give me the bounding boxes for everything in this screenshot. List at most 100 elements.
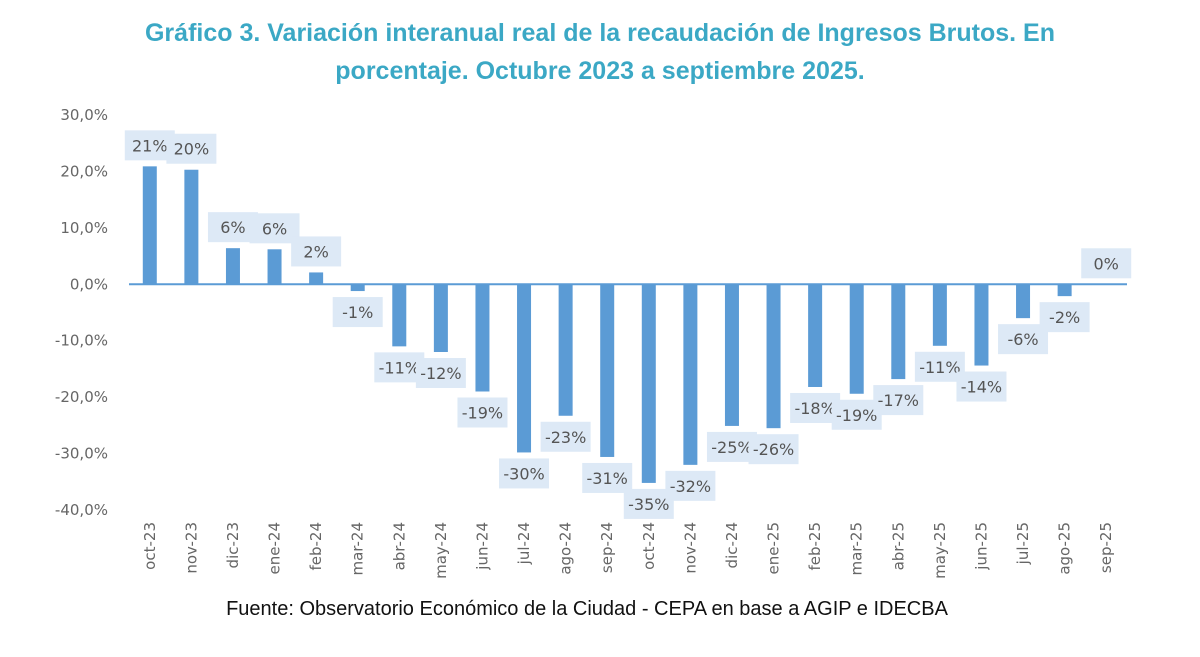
chart-title-line-2: porcentaje. Octubre 2023 a septiembre 20…: [335, 57, 865, 85]
data-label-background: [956, 371, 1007, 402]
x-tick-label: feb-24: [307, 522, 325, 571]
bar: [724, 284, 739, 426]
x-tick-label: feb-25: [806, 522, 824, 571]
data-label-text: -11%: [919, 358, 960, 377]
data-label-background: [582, 462, 633, 493]
x-tick-label: oct-23: [141, 522, 159, 570]
data-label: -23%: [540, 421, 591, 452]
data-label-text: -31%: [587, 469, 628, 488]
bar: [1057, 284, 1072, 297]
data-label: -35%: [623, 488, 674, 519]
data-label-text: -18%: [794, 399, 835, 418]
x-tick-label: dic-24: [723, 522, 741, 568]
bar: [433, 284, 448, 352]
data-label-text: 20%: [174, 140, 210, 159]
data-label-background: [540, 421, 591, 452]
data-label: -1%: [332, 297, 383, 328]
bar: [142, 166, 157, 285]
x-tick-label: ago-25: [1056, 522, 1074, 575]
data-label: 20%: [166, 133, 217, 164]
x-tick-label: dic-23: [224, 522, 242, 568]
y-tick-label: 10,0%: [60, 219, 108, 237]
data-label-text: 6%: [262, 219, 287, 238]
data-label-text: -23%: [545, 428, 586, 447]
bar: [932, 284, 947, 346]
data-label: -31%: [582, 462, 633, 493]
data-label-text: -6%: [1007, 330, 1038, 349]
bar: [350, 284, 365, 292]
x-tick-label: jul-25: [1014, 522, 1032, 565]
x-tick-label: jul-24: [515, 522, 533, 565]
x-tick-label: sep-24: [598, 522, 616, 573]
y-tick-label: 30,0%: [60, 106, 108, 124]
data-label-background: [873, 385, 924, 416]
data-label-background: [291, 236, 342, 267]
x-tick-label: jun-24: [473, 522, 491, 571]
x-tick-label: nov-23: [182, 522, 200, 574]
x-tick-label: ene-24: [266, 522, 284, 574]
bar: [849, 284, 864, 394]
data-labels: 21% 20%6% 6%2%-1%-11% -12%-19%-30%-23%-31%-…: [124, 130, 1132, 519]
data-label: -30%: [499, 458, 550, 489]
x-tick-label: oct-24: [640, 522, 658, 570]
data-label: 0%: [1081, 248, 1132, 279]
data-label-text: -32%: [670, 477, 711, 496]
data-label-text: -19%: [462, 404, 503, 423]
x-tick-label: jun-25: [972, 522, 990, 571]
data-label-text: -17%: [878, 391, 919, 410]
bar: [392, 284, 407, 347]
bar: [683, 284, 698, 465]
bar: [267, 249, 282, 285]
data-label: -14%: [956, 371, 1007, 402]
bar: [600, 284, 615, 457]
chart-title-line-1: Gráfico 3. Variación interanual real de …: [144, 19, 1056, 47]
data-label-background: [332, 297, 383, 328]
x-tick-label: ago-24: [557, 522, 575, 575]
data-label-text: -14%: [961, 378, 1002, 397]
data-label-text: -19%: [836, 406, 877, 425]
y-tick-label: -40,0%: [55, 501, 108, 519]
x-tick-label: mar-24: [349, 522, 367, 576]
data-label: 2%: [291, 236, 342, 267]
data-label-text: -12%: [420, 364, 461, 383]
data-label-background: [1081, 248, 1132, 279]
data-label-text: -30%: [503, 464, 544, 483]
x-tick-label: may-25: [931, 522, 949, 579]
data-label: -2%: [1039, 302, 1090, 333]
y-tick-label: -20,0%: [55, 388, 108, 406]
bar: [475, 284, 490, 392]
x-tick-label: sep-25: [1097, 522, 1115, 573]
data-label-background: [748, 434, 799, 465]
bar: [517, 284, 532, 453]
bar: [184, 169, 199, 285]
bar: [309, 272, 324, 285]
data-label-text: -25%: [711, 438, 752, 457]
data-label-text: -1%: [342, 303, 373, 322]
data-label-text: -26%: [753, 440, 794, 459]
data-label: -26%: [748, 434, 799, 465]
data-label-background: [1039, 302, 1090, 333]
x-tick-label: abr-24: [390, 522, 408, 570]
y-axis: 30,0% 20,0% 10,0% 0,0% -10,0% -20,0% -30,0% -40…: [55, 106, 108, 519]
source-note: Fuente: Observatorio Económico de la Ciu…: [226, 598, 948, 620]
data-label-text: -35%: [628, 495, 669, 514]
y-tick-label: 20,0%: [60, 162, 108, 180]
x-tick-label: mar-25: [848, 522, 866, 576]
data-label-background: [499, 458, 550, 489]
data-label-background: [166, 133, 217, 164]
chart-title: Gráfico 3. Variación interanual real de …: [0, 14, 1200, 90]
data-label-background: [457, 397, 508, 428]
x-axis: oct-23 nov-23 dic-23 ene-24 feb-24 mar-24 abr-…: [141, 522, 1115, 579]
data-label: -17%: [873, 385, 924, 416]
data-label: -6%: [998, 324, 1049, 355]
data-label-background: [665, 470, 716, 501]
bar: [558, 284, 573, 416]
y-tick-label: -30,0%: [55, 445, 108, 463]
data-label-text: -11%: [379, 358, 420, 377]
bar: [808, 284, 823, 387]
y-tick-label: 0,0%: [70, 275, 108, 293]
x-tick-label: ene-25: [765, 522, 783, 574]
bar: [891, 284, 906, 380]
bar: [641, 284, 656, 483]
